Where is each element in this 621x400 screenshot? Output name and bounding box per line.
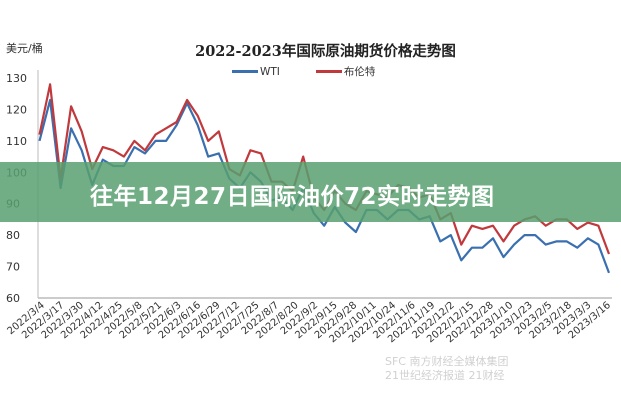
y-tick-label: 80 [6,229,20,242]
watermark-line1: SFC 南方财经全媒体集团 [385,355,509,368]
watermark-line2: 21世纪经济报道 21财经 [385,369,505,382]
y-tick-label: 120 [6,103,27,116]
legend: WTI 布伦特 [232,64,375,79]
headline-banner [0,162,621,222]
y-axis-unit: 美元/桶 [6,42,43,55]
legend-label-brent: 布伦特 [343,66,376,78]
legend-item-brent: 布伦特 [315,64,376,79]
legend-item-wti: WTI [232,64,280,79]
y-tick-label: 110 [6,135,27,148]
legend-swatch-wti [232,70,258,73]
legend-swatch-brent [315,70,342,73]
legend-label-wti: WTI [260,65,280,78]
y-tick-label: 60 [6,292,20,305]
y-tick-label: 70 [6,261,20,274]
y-tick-label: 130 [6,72,27,85]
chart-title: 2022-2023年国际原油期货价格走势图 [195,43,456,60]
headline-text: 往年12月27日国际油价72实时走势图 [90,184,495,210]
watermark-logo: SFC 南方财经全媒体集团 21世纪经济报道 21财经 [385,355,509,383]
series-line-wti [38,98,611,274]
